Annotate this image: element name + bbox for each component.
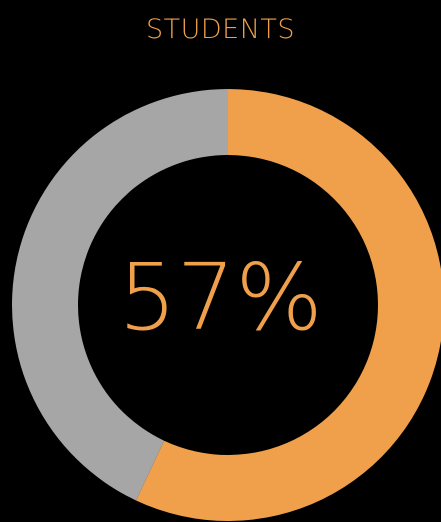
center-percentage-label: 57% (118, 244, 323, 351)
chart-title: STUDENTS (145, 14, 296, 45)
slice-remainder (11, 89, 228, 501)
slice-students (136, 89, 441, 521)
